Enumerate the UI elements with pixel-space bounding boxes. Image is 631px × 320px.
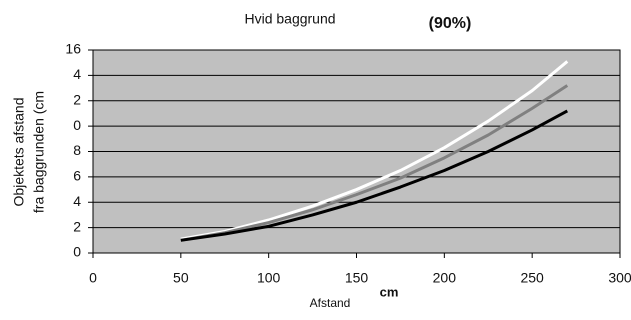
x-tick-label: 300 xyxy=(608,270,631,286)
y-axis-label: fra baggrunden (cm xyxy=(31,91,47,213)
chart-subtitle: (90%) xyxy=(429,15,472,32)
x-tick-label: 50 xyxy=(173,270,189,286)
y-tick-label: 2 xyxy=(73,91,81,107)
y-axis-label: Objektets afstand xyxy=(11,98,27,207)
series-line xyxy=(180,84,569,242)
series-line xyxy=(180,60,569,241)
y-tick-label: 16 xyxy=(65,41,81,57)
x-tick-label: 150 xyxy=(345,270,369,286)
x-axis-unit: cm xyxy=(380,284,399,299)
x-tick-label: 200 xyxy=(433,270,457,286)
y-tick-label: 0 xyxy=(73,117,81,133)
y-tick-label: 2 xyxy=(73,218,81,234)
y-tick-label: 8 xyxy=(73,142,81,158)
chart-title: Hvid baggrund xyxy=(244,11,335,27)
x-tick-label: 0 xyxy=(89,270,97,286)
y-tick-label: 6 xyxy=(73,168,81,184)
y-tick-label: 4 xyxy=(73,66,81,82)
x-tick-label: 250 xyxy=(520,270,544,286)
series-line xyxy=(180,109,569,242)
x-tick-label: 100 xyxy=(257,270,281,286)
y-tick-label: 4 xyxy=(73,193,81,209)
y-tick-label: 0 xyxy=(73,244,81,260)
x-axis-label: Afstand xyxy=(310,296,351,310)
